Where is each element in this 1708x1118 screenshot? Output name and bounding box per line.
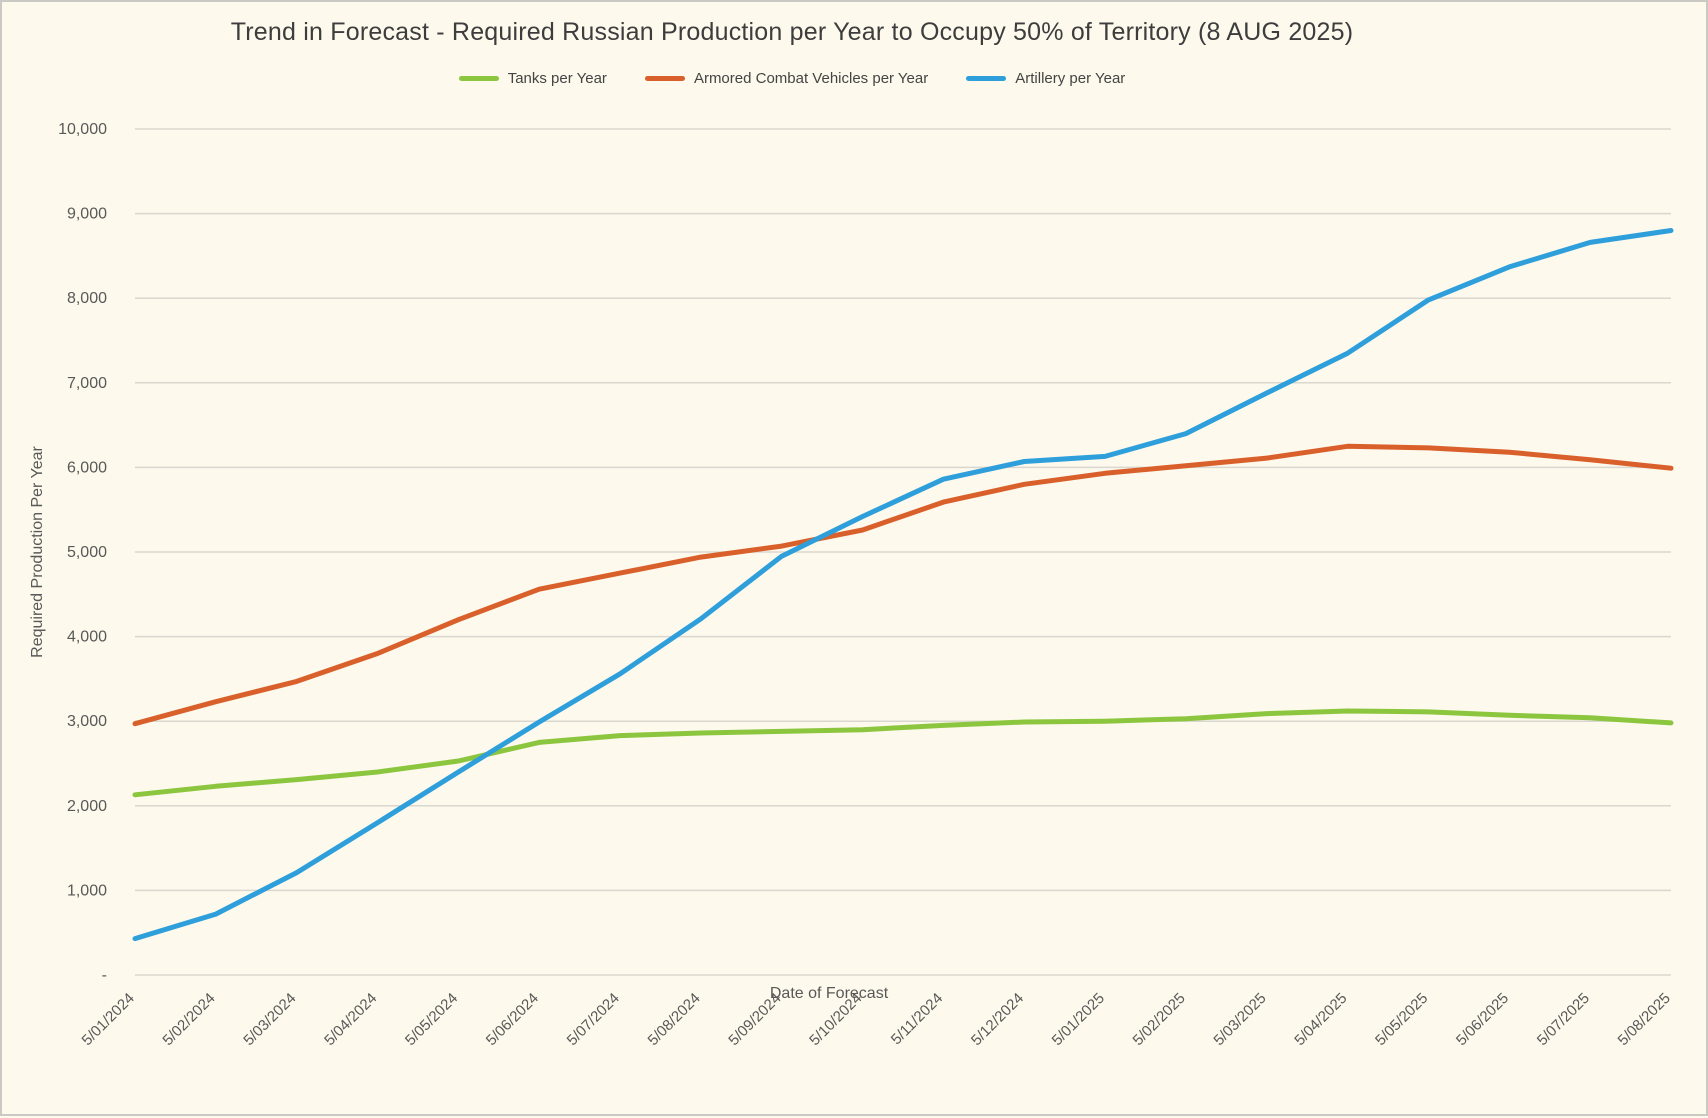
y-tick-label: 4,000 xyxy=(67,629,107,646)
y-tick-label: - xyxy=(102,967,107,984)
x-tick-label: 5/12/2024 xyxy=(968,990,1027,1049)
x-tick-label: 5/08/2024 xyxy=(645,990,704,1049)
x-tick-label: 5/04/2024 xyxy=(321,990,380,1049)
series-line-artillery-per-year xyxy=(132,228,1674,942)
x-tick-label: 5/01/2025 xyxy=(1049,990,1108,1049)
x-tick-label: 5/07/2024 xyxy=(564,990,623,1049)
x-tick-label: 5/04/2025 xyxy=(1291,990,1350,1049)
y-tick-label: 9,000 xyxy=(67,206,107,223)
x-tick-label: 5/06/2025 xyxy=(1453,990,1512,1049)
legend-label-artillery: Artillery per Year xyxy=(1015,70,1126,87)
y-axis-tick-labels: - 1,000 2,000 3,000 4,000 5,000 6,000 7,000 8,00… xyxy=(58,121,107,984)
y-tick-label: 7,000 xyxy=(67,375,107,392)
y-tick-label: 2,000 xyxy=(67,798,107,815)
series-lines xyxy=(132,228,1674,942)
x-tick-label: 5/11/2024 xyxy=(888,990,946,1048)
y-axis-title: Required Production Per Year xyxy=(29,445,46,657)
x-tick-label: 5/01/2024 xyxy=(79,990,138,1049)
chart-legend: Tanks per Year Armored Combat Vehicles p… xyxy=(2,70,1582,87)
chart-title: Trend in Forecast - Required Russian Pro… xyxy=(230,18,1354,46)
x-tick-label: 5/03/2025 xyxy=(1210,990,1269,1049)
legend-label-tanks: Tanks per Year xyxy=(507,70,607,87)
legend-item-acv: Armored Combat Vehicles per Year xyxy=(644,70,929,87)
y-tick-label: 10,000 xyxy=(58,121,107,138)
acv-series-swatch-icon xyxy=(644,76,685,81)
y-tick-label: 6,000 xyxy=(67,459,107,476)
x-tick-label: 5/03/2024 xyxy=(240,990,299,1049)
legend-label-acv: Armored Combat Vehicles per Year xyxy=(693,70,929,87)
x-axis-title: Date of Forecast xyxy=(770,985,889,1002)
y-tick-label: 5,000 xyxy=(67,544,107,561)
x-tick-label: 5/02/2024 xyxy=(159,990,218,1049)
x-tick-label: 5/05/2024 xyxy=(402,990,461,1049)
y-tick-label: 1,000 xyxy=(67,882,107,899)
x-tick-label: 5/06/2024 xyxy=(483,990,542,1049)
tanks-series-swatch-icon xyxy=(458,76,499,81)
artillery-series-swatch-icon xyxy=(966,76,1007,81)
y-tick-label: 3,000 xyxy=(67,713,107,730)
x-tick-label: 5/08/2025 xyxy=(1615,990,1674,1049)
x-tick-label: 5/07/2025 xyxy=(1534,990,1593,1049)
gridlines xyxy=(135,128,1671,976)
series-line-armored-combat-vehicles-per-year xyxy=(132,443,1674,727)
series-line-tanks-per-year xyxy=(132,708,1674,798)
x-tick-label: 5/05/2025 xyxy=(1372,990,1431,1049)
legend-item-artillery: Artillery per Year xyxy=(966,70,1125,87)
legend-item-tanks: Tanks per Year xyxy=(458,70,607,87)
y-tick-label: 8,000 xyxy=(67,290,107,307)
x-tick-label: 5/02/2025 xyxy=(1130,990,1189,1049)
